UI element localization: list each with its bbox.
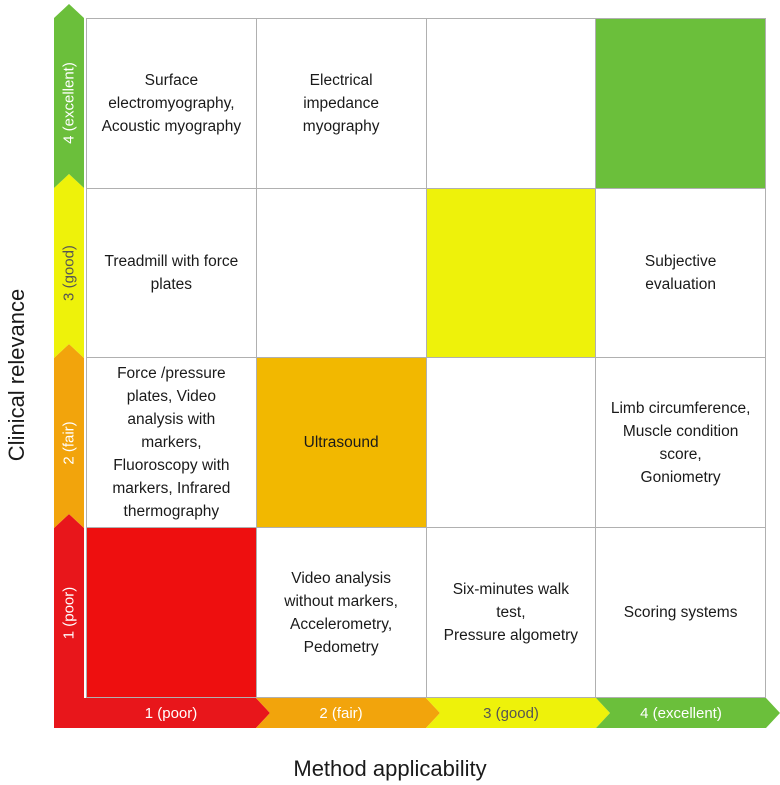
cell-label: Ultrasound	[303, 434, 379, 452]
grid-cell	[426, 19, 597, 189]
x-axis-tick-label: 1 (poor)	[145, 705, 198, 722]
x-axis-segment	[256, 698, 440, 728]
x-axis-title: Method applicability	[293, 756, 487, 781]
grid-cell	[87, 528, 257, 698]
relevance-applicability-grid: Surface electromyography, Acoustic myogr…	[86, 18, 766, 698]
cell-label: Force /pressure plates, Video analysis w…	[112, 365, 231, 521]
y-axis-segment	[54, 344, 84, 528]
y-axis-tick-label: 4 (excellent)	[61, 62, 78, 144]
cell-label: Subjective evaluation	[644, 252, 717, 293]
x-axis-tick-label: 4 (excellent)	[640, 705, 722, 722]
grid-cell: Ultrasound	[256, 358, 427, 529]
y-axis-tick-label: 2 (fair)	[61, 421, 78, 464]
cell-label: Six-minutes walk test, Pressure algometr…	[443, 581, 579, 645]
cell-label: Scoring systems	[623, 604, 738, 622]
x-axis-segment	[54, 698, 270, 728]
cell-label: Video analysis without markers, Accelero…	[284, 569, 398, 656]
x-axis-segment	[596, 698, 780, 728]
y-axis-segment	[54, 174, 84, 358]
grid-cell	[426, 358, 597, 529]
grid-cell: Treadmill with force plates	[87, 188, 257, 359]
grid-cell	[596, 19, 766, 189]
y-axis-tick-label: 1 (poor)	[61, 587, 78, 640]
grid-cell: Surface electromyography, Acoustic myogr…	[87, 19, 257, 189]
y-axis-segment	[54, 514, 84, 728]
x-axis-segment	[426, 698, 610, 728]
grid-cell: Six-minutes walk test, Pressure algometr…	[426, 528, 597, 698]
x-axis-tick-label: 3 (good)	[483, 705, 539, 722]
grid-cell: Subjective evaluation	[596, 188, 766, 359]
grid-cell: Force /pressure plates, Video analysis w…	[87, 358, 257, 529]
cell-label: Surface electromyography, Acoustic myogr…	[101, 71, 242, 135]
cell-label: Electrical impedance myography	[302, 71, 380, 135]
y-axis-title-wrap: Clinical relevance	[2, 200, 32, 550]
cell-label: Treadmill with force plates	[104, 252, 239, 293]
grid-cell: Electrical impedance myography	[256, 19, 427, 189]
grid-cell: Limb circumference, Muscle condition sco…	[596, 358, 766, 529]
y-axis-segment	[54, 4, 84, 188]
grid-cell	[426, 188, 597, 359]
cell-label: Limb circumference, Muscle condition sco…	[610, 399, 751, 486]
grid-cell: Video analysis without markers, Accelero…	[256, 528, 427, 698]
y-axis-title: Clinical relevance	[4, 288, 29, 462]
grid-cell	[256, 188, 427, 359]
y-axis-tick-label: 3 (good)	[61, 245, 78, 301]
x-axis-tick-label: 2 (fair)	[319, 705, 362, 722]
grid-cell: Scoring systems	[596, 528, 766, 698]
